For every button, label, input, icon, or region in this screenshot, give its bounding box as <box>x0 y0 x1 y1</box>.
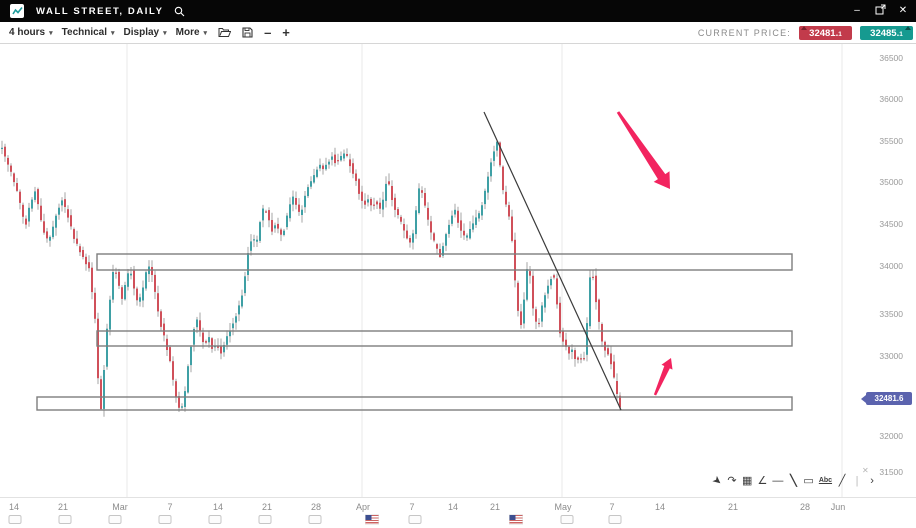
current-price-tag: 32481.6 <box>861 392 912 405</box>
chevron-down-icon: ▾ <box>163 29 167 37</box>
calendar-event-icon[interactable] <box>158 515 172 524</box>
pointer-tool-icon[interactable]: ➤ <box>709 473 725 489</box>
current-price-label: CURRENT PRICE: <box>697 27 791 38</box>
price-zone-rect[interactable] <box>96 330 793 347</box>
rectangle-tool-icon[interactable]: ▭ <box>803 475 814 487</box>
popout-button[interactable] <box>873 4 887 18</box>
price-tick-label: 34500 <box>879 219 903 229</box>
time-tick-label: 21 <box>57 502 69 512</box>
calendar-event-icon[interactable] <box>8 515 22 524</box>
annotation-arrow-down[interactable] <box>616 111 670 189</box>
window-controls: – ✕ <box>850 0 910 22</box>
price-zone-rect[interactable] <box>36 396 793 411</box>
candles <box>1 140 621 417</box>
chevron-down-icon: ▾ <box>203 29 208 37</box>
calendar-event-icon[interactable] <box>58 515 72 524</box>
bid-price-value: 32481. <box>809 27 839 39</box>
time-tick-label: 21 <box>727 502 739 512</box>
time-tick-label: 14 <box>8 502 20 512</box>
window-titlebar: WALL STREET, DAILY – ✕ <box>0 0 916 22</box>
time-tick-label: May <box>554 502 572 512</box>
angle-tool-icon[interactable]: ∠ <box>757 475 768 487</box>
us-flag-icon[interactable] <box>365 515 379 524</box>
annotation-arrow-up[interactable] <box>653 358 673 396</box>
save-button[interactable] <box>242 27 253 38</box>
time-tick-label: 14 <box>212 502 224 512</box>
time-tick-label: 7 <box>167 502 173 512</box>
technical-dropdown[interactable]: Technical ▾ <box>62 27 115 38</box>
chart-area: 36500 36000 35500 35000 34500 34000 33500 33000… <box>0 44 916 497</box>
price-tick-label: 33500 <box>879 309 903 319</box>
display-label: Display <box>123 27 160 38</box>
chart-logo-icon <box>10 4 24 18</box>
calendar-event-icon[interactable] <box>608 515 622 524</box>
time-tick-label: Mar <box>112 502 128 512</box>
price-zone-rect[interactable] <box>96 253 793 271</box>
price-tick-label: 32000 <box>879 431 903 441</box>
time-tick-label: Apr <box>355 502 371 512</box>
chart-toolbar: 4 hours ▾ Technical ▾ Display ▾ More ▾ – + C… <box>0 22 916 44</box>
time-tick-label: 7 <box>409 502 415 512</box>
price-chart-svg[interactable] <box>0 44 857 497</box>
calendar-event-icon[interactable] <box>108 515 122 524</box>
toolbar-divider: | <box>855 475 859 487</box>
price-tick-label: 36000 <box>879 94 903 104</box>
more-label: More <box>175 27 200 38</box>
calendar-event-icon[interactable] <box>560 515 574 524</box>
price-tick-label: 35500 <box>879 136 903 146</box>
line-tool-icon[interactable]: ╱ <box>838 475 846 487</box>
technical-label: Technical <box>61 27 108 38</box>
horizontal-line-tool-icon[interactable]: — <box>772 475 784 487</box>
text-tool-icon[interactable]: Abc <box>818 477 833 484</box>
bid-price-badge: 32481. 1 <box>799 25 852 40</box>
timeframe-dropdown[interactable]: 4 hours ▾ <box>9 27 53 38</box>
calendar-event-icon[interactable] <box>258 515 272 524</box>
chevron-down-icon: ▾ <box>111 29 115 37</box>
time-tick-label: Jun <box>830 502 846 512</box>
price-tick-label: 36500 <box>879 53 903 63</box>
price-tick-label: 35000 <box>879 177 903 187</box>
close-button[interactable]: ✕ <box>898 5 908 16</box>
time-tick-label: 28 <box>310 502 322 512</box>
calendar-event-icon[interactable] <box>408 515 422 524</box>
window-title: WALL STREET, DAILY <box>36 5 164 17</box>
calendar-event-icon[interactable] <box>208 515 222 524</box>
ask-price-badge: 32485. 1 <box>860 25 913 40</box>
time-tick-label: 21 <box>261 502 273 512</box>
tick-up-icon <box>801 25 807 30</box>
price-tick-label: 33000 <box>879 351 903 361</box>
curve-tool-icon[interactable]: ↷ <box>727 475 737 487</box>
grid-tool-icon[interactable]: ▦ <box>742 475 753 487</box>
time-tick-label: 21 <box>489 502 501 512</box>
trend-line[interactable] <box>483 111 622 411</box>
trend-line-tool-icon[interactable]: ╲ <box>790 475 797 487</box>
calendar-event-icon[interactable] <box>308 515 322 524</box>
time-tick-label: 28 <box>799 502 811 512</box>
time-tick-label: 14 <box>654 502 666 512</box>
us-flag-icon[interactable] <box>509 515 523 524</box>
more-dropdown[interactable]: More ▾ <box>176 27 207 38</box>
zoom-in-button[interactable]: + <box>282 25 290 40</box>
timeframe-label: 4 hours <box>9 27 46 38</box>
time-tick-label: 14 <box>447 502 459 512</box>
price-tick-label: 34000 <box>879 261 903 271</box>
minimize-button[interactable]: – <box>854 5 860 16</box>
price-tick-label: 31500 <box>879 467 903 477</box>
open-folder-button[interactable] <box>218 27 232 38</box>
expand-tools-chevron[interactable]: › <box>870 475 874 487</box>
ask-price-value: 32485. <box>870 27 900 39</box>
close-icon[interactable]: ✕ <box>862 466 869 475</box>
price-axis[interactable]: 36500 36000 35500 35000 34500 34000 33500 33000… <box>857 44 916 497</box>
search-icon[interactable] <box>174 6 185 17</box>
display-dropdown[interactable]: Display ▾ <box>124 27 167 38</box>
time-axis[interactable]: 14 21 Mar 7 14 21 28 Apr 7 14 21 May 7 14 21 28 Jun <box>0 497 916 528</box>
chevron-down-icon: ▾ <box>49 29 53 37</box>
tick-up-icon <box>905 25 911 30</box>
zoom-out-button[interactable]: – <box>264 25 272 40</box>
time-tick-label: 7 <box>609 502 615 512</box>
drawing-toolbar: ➤ ↷ ▦ ∠ — ╲ ▭ Abc ╱ | › <box>709 472 877 490</box>
current-price-value: 32481.6 <box>874 394 904 403</box>
